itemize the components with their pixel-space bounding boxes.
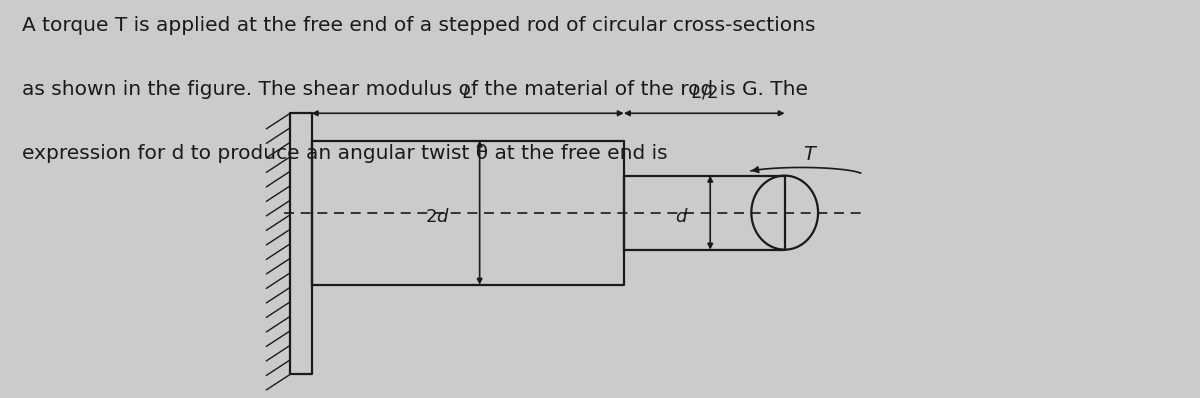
Text: expression for d to produce an angular twist θ at the free end is: expression for d to produce an angular t… [22, 144, 667, 164]
Text: $T$: $T$ [803, 145, 818, 164]
Text: A torque T is applied at the free end of a stepped rod of circular cross-section: A torque T is applied at the free end of… [22, 16, 816, 35]
Text: $2d$: $2d$ [425, 207, 450, 226]
Text: $L$: $L$ [462, 84, 473, 101]
Text: $L/2$: $L/2$ [691, 84, 718, 101]
Text: $d$: $d$ [676, 207, 689, 226]
Text: as shown in the figure. The shear modulus of the material of the rod is G. The: as shown in the figure. The shear modulu… [22, 80, 808, 99]
